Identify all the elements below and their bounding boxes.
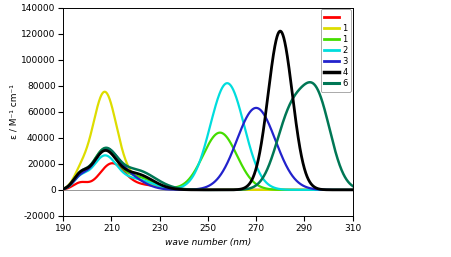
Legend: , 1, 1, 2, 3, 4, 6: , 1, 1, 2, 3, 4, 6 [320,9,350,91]
X-axis label: wave number (nm): wave number (nm) [165,238,250,247]
Y-axis label: ε / M⁻¹ cm⁻¹: ε / M⁻¹ cm⁻¹ [9,84,18,139]
